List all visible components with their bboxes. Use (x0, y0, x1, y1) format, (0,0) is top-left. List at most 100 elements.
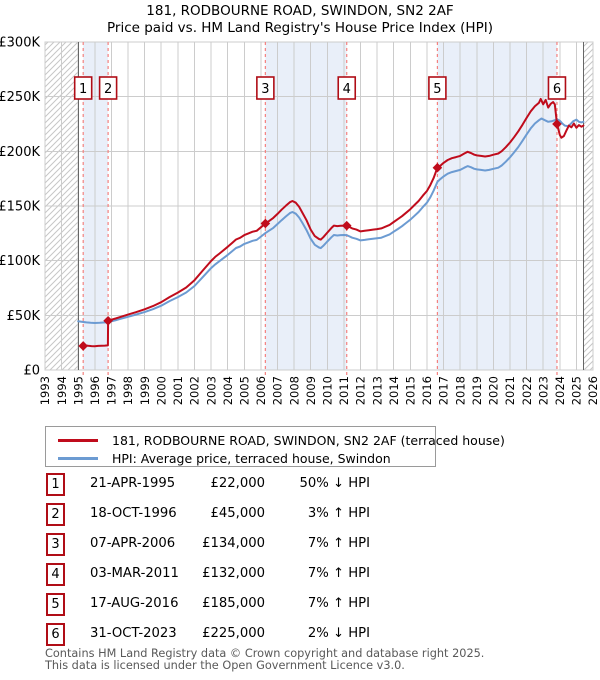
hpi-legend-label: HPI: Average price, terraced house, Swin… (112, 450, 391, 466)
x-axis-tick-label: 2015 (404, 376, 418, 405)
sale-marker-diamond (78, 341, 88, 351)
y-axis-tick-label: £50K (7, 309, 41, 324)
x-axis-tick-label: 2014 (387, 376, 401, 405)
x-axis-tick-label: 2020 (487, 376, 501, 405)
price-history-chart: 1 2 3 4 5 6 £0 £50K £100K £150K £200K £250K £300K 199… (0, 36, 600, 406)
sale-hpi-difference: 3% ↑ HPI (307, 506, 370, 521)
sale-date: 17-AUG-2016 (90, 596, 179, 611)
sale-number-badge: 1 (46, 473, 65, 496)
x-axis-tick-label: 2000 (154, 376, 168, 405)
x-axis-tick-label: 2009 (304, 376, 318, 405)
sale-flag-number: 3 (261, 82, 269, 97)
x-axis-tick-label: 1995 (71, 376, 85, 405)
x-axis-tick-label: 2019 (470, 376, 484, 405)
x-axis-tick-label: 2022 (520, 376, 534, 405)
legend-entry-property: 181, RODBOURNE ROAD, SWINDON, SN2 2AF (t… (58, 432, 505, 448)
x-axis-tick-label: 2012 (354, 376, 368, 405)
y-axis-tick-label: £300K (0, 36, 40, 51)
x-axis-tick-label: 2021 (503, 376, 517, 405)
footer-line-1: Contains HM Land Registry data © Crown c… (45, 647, 485, 660)
page-title: 181, RODBOURNE ROAD, SWINDON, SN2 2AF (146, 3, 454, 19)
sale-number-badge: 5 (46, 593, 65, 616)
table-row: 6 31-OCT-2023 £225,000 2% ↓ HPI (0, 623, 430, 649)
sale-date: 03-MAR-2011 (90, 566, 179, 581)
x-axis-tick-label: 2017 (437, 376, 451, 405)
x-axis-tick-label: 1999 (138, 376, 152, 405)
sale-marker-diamond (341, 220, 352, 231)
sale-flag-number: 6 (553, 82, 561, 97)
sale-flag-box (547, 76, 567, 100)
footer-line-2: This data is licensed under the Open Gov… (45, 658, 405, 672)
property-legend-label: 181, RODBOURNE ROAD, SWINDON, SN2 2AF (t… (112, 432, 505, 448)
sale-date: 07-APR-2006 (90, 536, 176, 551)
hpi-line-swatch (58, 456, 98, 460)
sale-marker-diamond (103, 316, 113, 326)
x-axis-tick-label: 2011 (337, 376, 351, 405)
sale-flag-number: 5 (433, 82, 441, 97)
x-axis-tick-label: 2001 (171, 376, 185, 405)
property-line-swatch (58, 438, 98, 442)
x-axis-tick-label: 2005 (237, 376, 251, 405)
sale-marker-diamond (432, 162, 443, 173)
sale-price: £22,000 (210, 476, 265, 491)
y-axis-tick-label: £200K (0, 145, 40, 160)
sale-flag-box (428, 76, 447, 100)
table-row: 4 03-MAR-2011 £132,000 7% ↑ HPI (0, 563, 430, 589)
x-axis-tick-label: 2008 (287, 376, 301, 405)
x-axis-tick-label: 2016 (420, 376, 434, 405)
x-axis-tick-label: 2023 (536, 376, 550, 405)
sale-date: 21-APR-1995 (90, 476, 176, 491)
sale-date: 31-OCT-2023 (90, 626, 177, 641)
hpi-average-line (77, 117, 585, 324)
sale-flag-number: 1 (79, 82, 87, 97)
x-axis-tick-label: 2018 (453, 376, 467, 405)
sale-flag-box (256, 76, 275, 100)
table-row: 1 21-APR-1995 £22,000 50% ↓ HPI (0, 473, 430, 499)
sale-flag-box (337, 76, 357, 100)
table-row: 3 07-APR-2006 £134,000 7% ↑ HPI (0, 533, 430, 559)
x-axis-tick-label: 1994 (55, 376, 69, 405)
legend-entry-hpi: HPI: Average price, terraced house, Swin… (58, 450, 435, 466)
sale-price: £225,000 (202, 626, 265, 641)
y-axis-tick-label: £0 (23, 364, 40, 379)
x-axis-tick-label: 2026 (586, 376, 600, 405)
chart-legend: 181, RODBOURNE ROAD, SWINDON, SN2 2AF (t… (45, 426, 505, 467)
sale-date: 18-OCT-1996 (90, 506, 177, 521)
x-axis-tick-label: 2013 (370, 376, 384, 405)
sale-marker-diamond (552, 119, 562, 129)
x-axis-tick-label: 1996 (88, 376, 102, 405)
x-axis-tick-label: 2025 (570, 376, 584, 405)
sale-flag-number: 2 (104, 82, 112, 97)
y-axis-tick-label: £150K (0, 200, 40, 215)
sale-hpi-difference: 7% ↑ HPI (307, 566, 370, 581)
table-row: 2 18-OCT-1996 £45,000 3% ↑ HPI (0, 503, 430, 529)
sale-price: £185,000 (202, 596, 265, 611)
x-axis-tick-label: 1997 (105, 376, 119, 405)
x-axis-tick-label: 2010 (321, 376, 335, 405)
sale-marker-diamond (260, 218, 271, 229)
y-axis-tick-label: £100K (0, 254, 40, 269)
sale-price: £132,000 (202, 566, 265, 581)
sale-number-badge: 3 (46, 533, 65, 556)
x-axis-tick-label: 2006 (254, 376, 268, 405)
x-axis-tick-label: 2003 (204, 376, 218, 405)
y-axis-tick-label: £250K (0, 90, 40, 105)
x-axis-tick-label: 2002 (188, 376, 202, 405)
sale-hpi-difference: 50% ↓ HPI (299, 476, 370, 491)
sale-number-badge: 4 (46, 563, 65, 586)
table-row: 5 17-AUG-2016 £185,000 7% ↑ HPI (0, 593, 430, 619)
x-axis-tick-label: 2004 (221, 376, 235, 405)
license-footer: Contains HM Land Registry data © Crown c… (45, 648, 484, 671)
sale-flag-box (73, 76, 93, 100)
x-axis-tick-label: 2024 (553, 376, 567, 405)
sale-flag-box (98, 76, 118, 100)
sale-hpi-difference: 7% ↑ HPI (307, 596, 370, 611)
x-axis-tick-label: 1993 (38, 376, 52, 405)
sale-price: £134,000 (202, 536, 265, 551)
sale-flag-number: 4 (343, 82, 351, 97)
x-axis-tick-label: 1998 (121, 376, 135, 405)
sale-number-badge: 2 (46, 503, 65, 526)
sale-hpi-difference: 7% ↑ HPI (307, 536, 370, 551)
page-subtitle: Price paid vs. HM Land Registry's House … (107, 20, 493, 36)
